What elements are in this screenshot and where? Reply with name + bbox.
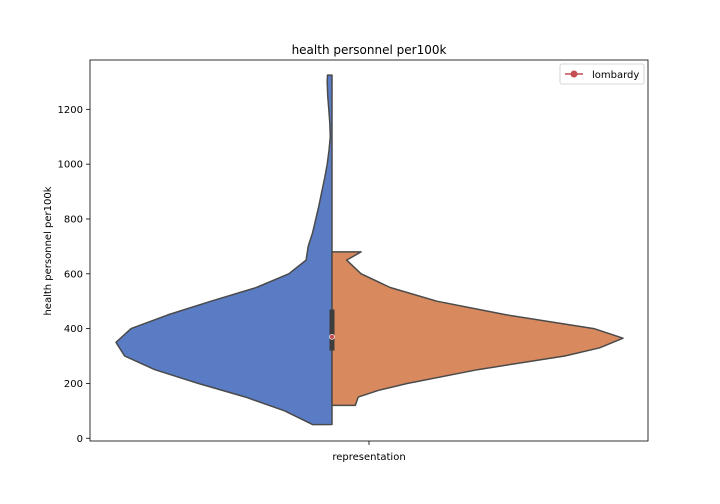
legend-label-lombardy: lombardy — [592, 70, 639, 81]
legend-marker-dot — [570, 70, 578, 78]
y-tick-label: 1200 — [58, 105, 83, 116]
violin-half-right — [331, 251, 624, 407]
y-axis-title: health personnel per100k — [43, 186, 54, 315]
x-tick-label: representation — [332, 452, 405, 463]
chart-title: health personnel per100k — [292, 43, 447, 57]
y-tick-label: 0 — [77, 434, 83, 445]
violin-box — [329, 309, 335, 351]
y-tick-label: 200 — [64, 379, 83, 390]
y-axis: 0 200 400 600 800 1000 1200 — [58, 105, 90, 445]
y-tick-label: 800 — [64, 214, 83, 225]
y-tick-label: 1000 — [58, 160, 83, 171]
legend: lombardy — [559, 63, 645, 85]
y-tick-label: 400 — [64, 324, 83, 335]
legend-frame — [559, 63, 645, 85]
plot-area — [115, 74, 624, 426]
violin-half-left — [115, 74, 333, 426]
y-tick-label: 600 — [64, 269, 83, 280]
marker-lombardy — [329, 334, 335, 340]
x-axis: representation — [332, 441, 406, 463]
